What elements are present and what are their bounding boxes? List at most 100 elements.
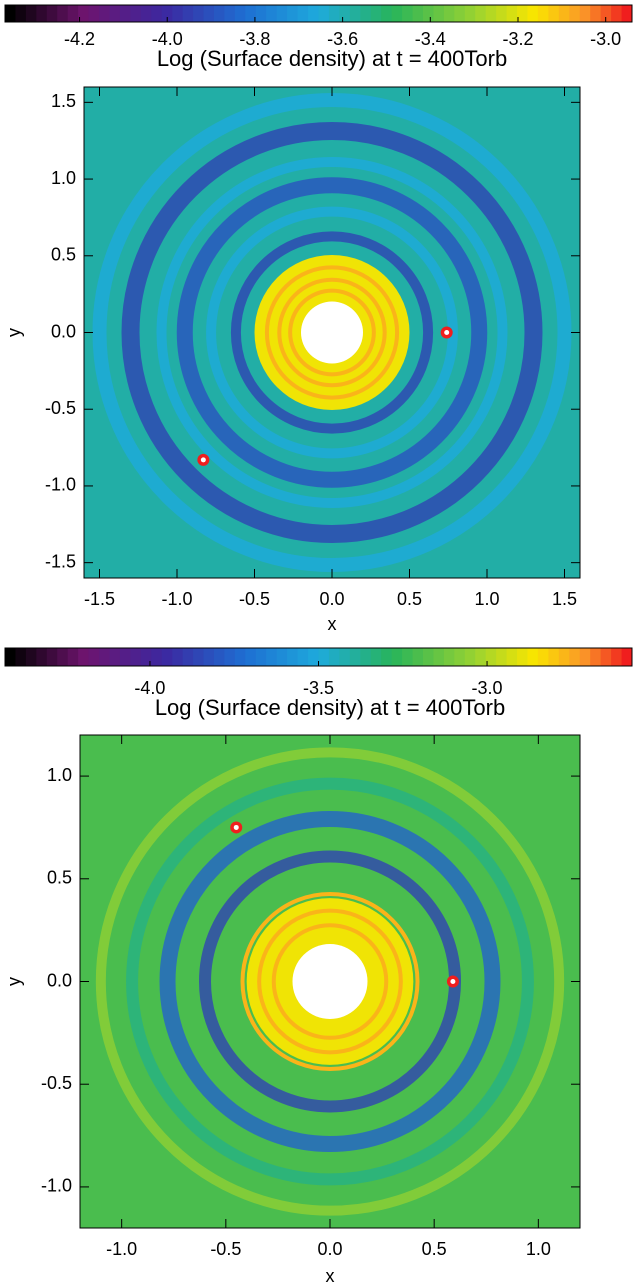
x-tick-label: -1.5 [84,589,115,609]
density-ring [121,122,543,543]
colorbar-tick-label: -3.5 [303,678,334,698]
colorbar-cell [109,5,121,22]
colorbar-cell [297,5,309,22]
density-ring [206,206,458,459]
colorbar-cell [391,5,403,22]
colorbar-cell [621,648,633,666]
density-ring [176,177,488,488]
colorbar-cell [287,5,299,22]
y-tick-label: 0.5 [47,868,72,888]
colorbar-cell [548,5,560,22]
colorbar-cell [36,648,48,666]
colorbar-cell [78,648,90,666]
density-ring [95,747,565,1216]
y-tick-label: -1.0 [45,475,76,495]
colorbar-tick-label: -3.6 [327,29,358,49]
colorbar-cell [119,5,131,22]
x-tick-label: -1.0 [106,1239,137,1259]
colorbar-cell [151,648,163,666]
colorbar-cell [130,648,142,666]
colorbar-cell [423,648,434,666]
colorbar-tick-label: -4.0 [152,29,183,49]
colorbar-cell [234,5,246,22]
colorbar-cell [370,5,382,22]
inner-ring [271,923,389,1040]
colorbar-cell [558,5,570,22]
y-tick-label: -0.5 [41,1073,72,1093]
y-axis-label: y [4,977,24,986]
planet [233,824,239,830]
colorbar-cell [318,648,330,666]
colorbar-cell [161,648,173,666]
colorbar-cell [119,648,131,666]
colorbar-cell [15,5,27,22]
colorbar-cell [611,5,623,22]
density-ring [230,231,434,434]
x-tick-label: 0.5 [422,1239,447,1259]
colorbar-cell [537,5,549,22]
colorbar-cell [485,5,497,22]
colorbar-cell [46,648,58,666]
colorbar-cell [182,5,194,22]
colorbar-cell [276,648,288,666]
y-tick-label: -1.5 [45,551,76,571]
colorbar-cell [99,648,110,666]
colorbar-cell [193,5,205,22]
x-axis-label: x [326,1266,335,1286]
colorbar-cell [558,648,570,666]
colorbar-tick-label: -3.4 [415,29,446,49]
colorbar-cell [266,648,278,666]
colorbar-cell [402,648,414,666]
colorbar-cell [339,648,351,666]
colorbar-cell [412,5,424,22]
colorbar-cell [245,648,257,666]
colorbar-cell [423,5,434,22]
x-tick-label: 0.0 [319,589,344,609]
colorbar-cell [203,5,215,22]
colorbar-cell [109,648,121,666]
density-field [80,735,580,1228]
colorbar-cell [475,5,487,22]
density-ring [156,157,508,508]
colorbar-cell [381,648,393,666]
colorbar-cell [464,648,476,666]
colorbar-cell [203,648,215,666]
colorbar-cell [318,5,330,22]
colorbar-cell [339,5,351,22]
x-tick-label: 1.0 [526,1239,551,1259]
inner-hole [292,944,368,1019]
colorbar-cell [600,648,612,666]
colorbar-cell [25,5,37,22]
colorbar-cell [381,5,393,22]
colorbar-tick-label: -3.2 [502,29,533,49]
colorbar-cell [67,648,79,666]
colorbar-cell [360,5,372,22]
colorbar-cell [5,5,16,22]
colorbar-cell [579,5,591,22]
colorbar-cell [140,648,152,666]
colorbar-cell [78,5,90,22]
colorbar-cell [308,648,319,666]
colorbar-cell [590,648,602,666]
colorbar-cell [57,648,69,666]
y-tick-label: 0.5 [51,245,76,265]
colorbar-cell [328,5,340,22]
colorbar-cell [88,648,100,666]
colorbar-cell [464,5,476,22]
inner-ring [264,265,400,400]
x-tick-label: 0.0 [317,1239,342,1259]
inner-hole [301,301,363,364]
colorbar-cell [527,648,539,666]
colorbar-cell [433,5,445,22]
y-tick-label: 1.5 [51,91,76,111]
colorbar-cell [297,648,309,666]
colorbar-cell [391,648,403,666]
colorbar-tick-label: -4.2 [64,29,95,49]
colorbar-cell [548,648,560,666]
colorbar-cell [402,5,414,22]
colorbar-cell [276,5,288,22]
x-tick-label: 1.5 [552,589,577,609]
colorbar-cell [182,648,194,666]
colorbar-cell [99,5,110,22]
